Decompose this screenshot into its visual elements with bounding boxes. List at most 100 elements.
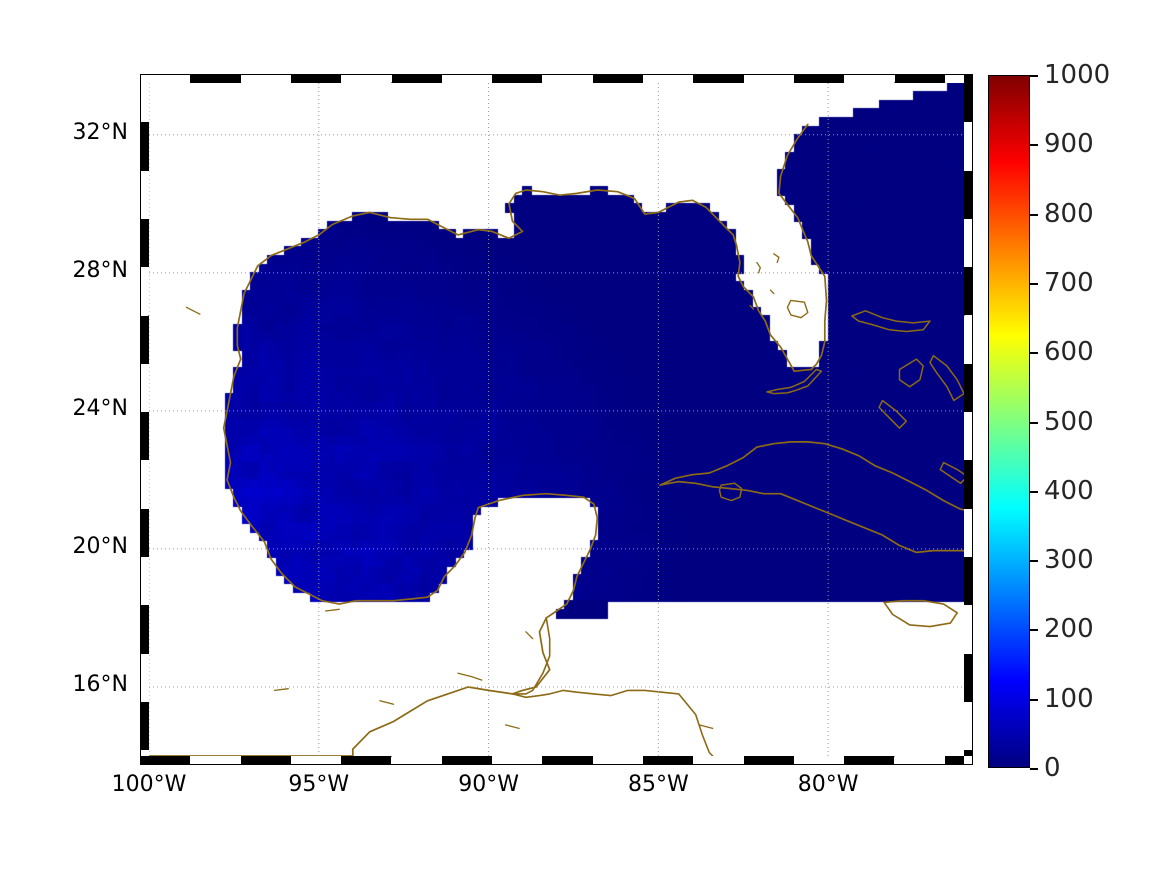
frame-segment — [190, 756, 241, 765]
latitude-label-2: 24°N — [72, 395, 128, 421]
frame-segment — [290, 756, 342, 765]
frame-segment — [492, 74, 543, 83]
frame-segment — [693, 74, 744, 83]
colorbar-label-7: 300 — [1044, 545, 1094, 576]
colorbar-tick-3 — [1030, 282, 1038, 285]
frame-segment — [190, 74, 241, 83]
frame-segment — [844, 756, 895, 765]
frame-segment — [964, 315, 973, 364]
longitude-label-3: 85°W — [628, 772, 689, 797]
frame-segment — [964, 508, 973, 557]
colorbar-label-1: 900 — [1044, 129, 1094, 160]
frame-segment — [964, 74, 973, 123]
frame-segment — [592, 74, 643, 83]
frame-segment — [140, 315, 149, 364]
frame-segment — [743, 74, 794, 83]
colorbar-label-10: 0 — [1044, 753, 1061, 783]
frame-segment — [964, 267, 973, 316]
latitude-label-0: 32°N — [72, 119, 128, 145]
latitude-label-4: 16°N — [72, 671, 128, 697]
frame-segment — [391, 756, 442, 765]
colorbar-tick-5 — [1030, 421, 1038, 424]
frame-segment — [240, 74, 291, 83]
frame-segment — [844, 74, 895, 83]
frame-segment — [140, 412, 149, 461]
frame-segment — [894, 756, 945, 765]
frame-segment — [140, 701, 149, 751]
colorbar-label-3: 700 — [1044, 267, 1094, 298]
colorbar-tick-1 — [1030, 144, 1038, 147]
latitude-label-3: 20°N — [72, 533, 128, 559]
colorbar[interactable]: 1000 900 800 700 600 500 400 300 200 100 0 — [988, 60, 1110, 783]
frame-segment — [140, 74, 149, 83]
frame-segment — [743, 756, 794, 765]
colorbar-tick-7 — [1030, 560, 1038, 563]
frame-segment — [391, 74, 442, 83]
frame-segment — [643, 756, 694, 765]
frame-segment — [140, 122, 149, 171]
frame-segment — [894, 74, 945, 83]
frame-segment — [542, 756, 593, 765]
frame-segment — [964, 460, 973, 509]
frame-segment — [140, 74, 191, 83]
colorbar-tick-9 — [1030, 698, 1038, 701]
frame-segment — [290, 74, 342, 83]
frame-segment — [964, 412, 973, 461]
longitude-label-2: 90°W — [458, 772, 519, 797]
map-outer-border — [140, 74, 973, 765]
frame-segment — [793, 756, 845, 765]
frame-segment — [964, 363, 973, 413]
coastline-overlay — [149, 123, 964, 756]
frame-segment — [140, 74, 149, 123]
colorbar-label-0: 1000 — [1044, 60, 1111, 90]
frame-segment — [944, 756, 973, 765]
frame-segment — [964, 74, 973, 83]
frame-segment — [964, 756, 973, 765]
frame-segment — [643, 74, 694, 83]
frame-segment — [240, 756, 291, 765]
colorbar-gradient-swatch — [988, 75, 1030, 768]
colorbar-tick-8 — [1030, 629, 1038, 632]
frame-segment — [341, 74, 392, 83]
frame-segment — [964, 557, 973, 606]
colorbar-label-6: 400 — [1044, 475, 1094, 506]
frame-segment — [441, 756, 493, 765]
frame-segment — [944, 74, 973, 83]
frame-segment — [140, 170, 149, 219]
colorbar-tick-4 — [1030, 352, 1038, 355]
frame-segment — [140, 557, 149, 606]
colorbar-tick-10 — [1030, 768, 1038, 770]
frame-segment — [542, 74, 593, 83]
colorbar-label-4: 600 — [1044, 337, 1094, 368]
longitude-label-1: 95°W — [288, 772, 350, 797]
longitude-label-4: 80°W — [797, 772, 859, 797]
frame-segment — [441, 74, 493, 83]
frame-segment — [964, 701, 973, 751]
frame-segment — [492, 756, 543, 765]
frame-segment — [140, 756, 191, 765]
colorbar-label-8: 200 — [1044, 614, 1094, 645]
colorbar-label-5: 500 — [1044, 406, 1094, 437]
map-plot-region[interactable] — [149, 83, 964, 756]
frame-segment — [964, 218, 973, 268]
colorbar-label-9: 100 — [1044, 683, 1094, 714]
frame-segment — [140, 218, 149, 268]
frame-segment — [140, 605, 149, 654]
map-axes[interactable] — [140, 74, 973, 765]
colorbar-label-2: 800 — [1044, 198, 1094, 229]
frame-segment — [140, 460, 149, 509]
frame-segment — [341, 756, 392, 765]
frame-segment — [793, 74, 845, 83]
frame-segment — [693, 756, 744, 765]
frame-segment — [964, 122, 973, 171]
frame-segment — [964, 605, 973, 654]
colorbar-tick-0 — [1030, 75, 1038, 77]
colorbar-tick-6 — [1030, 490, 1038, 493]
frame-segment — [140, 653, 149, 702]
latitude-label-1: 28°N — [72, 257, 128, 283]
frame-segment — [592, 756, 643, 765]
colorbar-tick-2 — [1030, 213, 1038, 216]
frame-segment — [140, 267, 149, 316]
frame-segment — [140, 756, 149, 765]
